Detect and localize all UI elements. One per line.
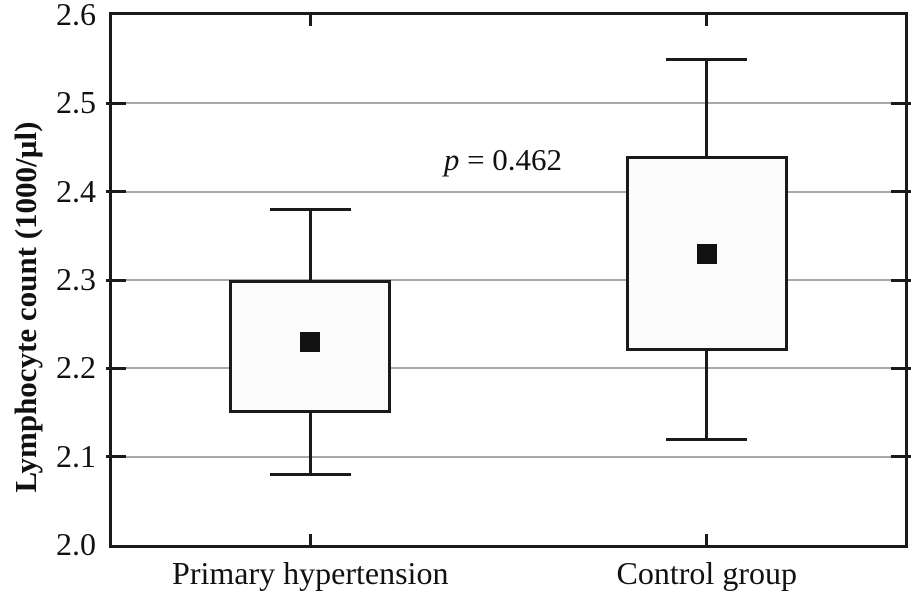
y-tick-label: 2.4	[56, 172, 96, 209]
y-tick-left	[106, 278, 126, 282]
p-value-variable: p	[443, 141, 460, 177]
y-tick-left	[106, 190, 126, 194]
y-tick-right	[891, 101, 911, 105]
x-tick-bottom	[705, 534, 709, 545]
gridline	[112, 102, 905, 105]
y-tick-right	[891, 455, 911, 459]
x-tick-bottom	[308, 534, 312, 545]
y-tick-label: 2.2	[56, 349, 96, 386]
whisker-cap-bottom	[666, 437, 748, 441]
y-tick-label: 2.5	[56, 84, 96, 121]
y-tick-right	[891, 190, 911, 194]
box-rect	[229, 280, 392, 413]
y-tick-right	[891, 278, 911, 282]
box-rect	[625, 156, 788, 351]
y-tick-label: 2.6	[56, 0, 96, 32]
x-category-label: Primary hypertension	[172, 555, 449, 591]
x-tick-top	[705, 15, 709, 26]
whisker-cap-bottom	[269, 472, 351, 476]
y-tick-right	[891, 366, 911, 370]
p-value-annotation: p = 0.462	[444, 142, 562, 178]
plot-area: p = 0.462	[106, 12, 911, 548]
gridline	[112, 367, 905, 370]
x-tick-top	[308, 15, 312, 26]
mean-marker-square	[300, 331, 321, 352]
y-tick-left	[106, 101, 126, 105]
gridline	[112, 279, 905, 281]
y-tick-label: 2.1	[56, 437, 96, 474]
whisker-cap-top	[666, 57, 748, 61]
gridline	[112, 455, 905, 458]
gridline	[112, 190, 905, 193]
p-value-number: = 0.462	[459, 141, 563, 177]
x-category-label: Control group	[616, 555, 797, 591]
whisker-cap-top	[269, 207, 351, 211]
mean-marker-square	[696, 243, 717, 264]
y-tick-left	[106, 455, 126, 459]
y-tick-label: 2.0	[56, 525, 96, 562]
y-tick-left	[106, 366, 126, 370]
y-tick-label: 2.3	[56, 260, 96, 297]
